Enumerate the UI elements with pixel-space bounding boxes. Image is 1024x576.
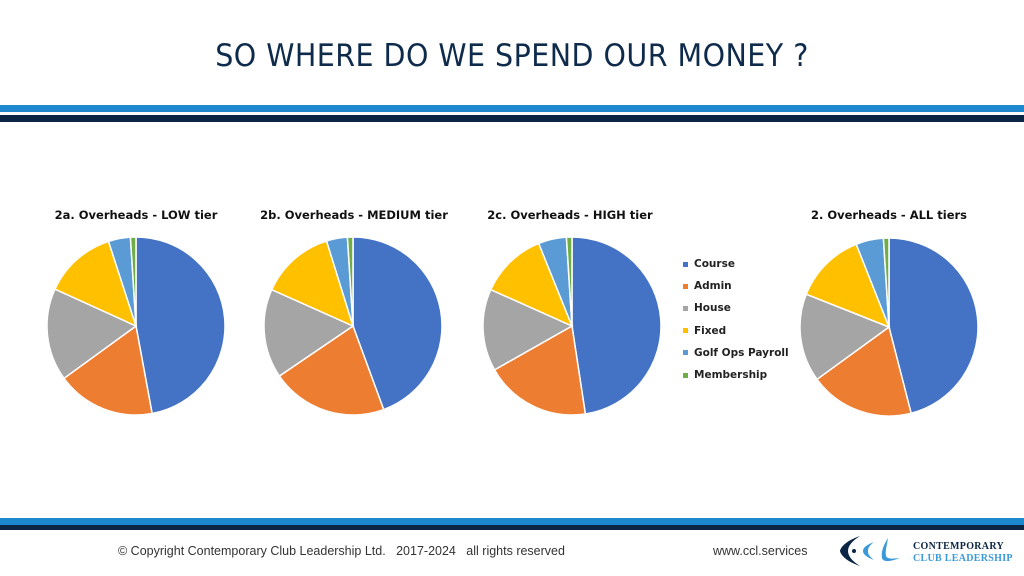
legend-swatch-icon [683,372,688,378]
logo-text-line2: CLUB LEADERSHIP [913,553,1013,564]
legend-swatch-icon [683,305,688,311]
pie-slice-admin [493,324,587,416]
legend-item-fixed: Fixed [683,320,789,342]
pie-slice-fixed [54,240,138,328]
slide-title: SO WHERE DO WE SPEND OUR MONEY ? [215,38,809,74]
logo-text-line1: CONTEMPORARY [913,541,1005,552]
pie-slice-course [888,237,979,415]
chart-title-low: 2a. Overheads - LOW tier [54,208,218,222]
pie-slice-course [135,236,226,415]
pie-slice-membership [346,236,354,327]
footer-divider-light [0,518,1024,525]
chart-title-high: 2c. Overheads - HIGH tier [487,208,653,222]
pie-slice-fixed [805,243,891,329]
legend-swatch-icon [683,283,688,289]
pie-slice-house [482,288,574,371]
legend-swatch-icon [683,261,688,267]
pie-slice-house [263,288,355,378]
pie-slice-admin [815,325,913,417]
footer-divider-dark [0,525,1024,530]
pie-slice-course [571,236,662,415]
chart-title-medium: 2b. Overheads - MEDIUM tier [260,208,448,222]
website-link[interactable]: www.ccl.services [713,544,808,558]
legend-swatch-icon [683,350,688,356]
pie-slice-membership [565,236,573,327]
legend-item-golf-ops-payroll: Golf Ops Payroll [683,342,789,364]
legend-item-house: House [683,297,789,319]
chart-title-all: 2. Overheads - ALL tiers [810,208,968,222]
pie-slice-membership [129,236,137,327]
pie-slice-admin [62,324,154,416]
legend-item-membership: Membership [683,364,789,386]
pie-slice-fixed [489,242,574,328]
pie-slice-house [46,288,138,380]
company-logo: CONTEMPORARY CLUB LEADERSHIP [838,534,1018,568]
pie-slice-membership [882,237,890,328]
header-divider-light [0,105,1024,112]
copyright-notice: © Copyright Contemporary Club Leadership… [118,544,565,558]
chart-legend: Course Admin House Fixed Golf Ops Payrol… [683,253,789,386]
ccl-logo-icon [840,536,900,566]
pie-slice-house [799,293,891,381]
header-divider-dark [0,115,1024,122]
pie-slice-admin [278,324,385,416]
legend-item-admin: Admin [683,275,789,297]
pie-slice-course [352,236,443,411]
legend-swatch-icon [683,328,688,334]
legend-item-course: Course [683,253,789,275]
